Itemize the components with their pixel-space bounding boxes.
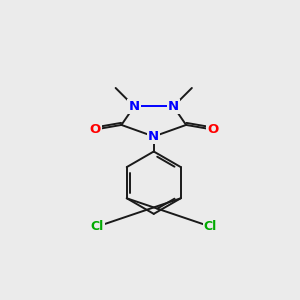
Text: O: O xyxy=(89,123,100,136)
Text: Cl: Cl xyxy=(91,220,104,233)
Text: N: N xyxy=(168,100,179,113)
Text: N: N xyxy=(148,130,159,143)
Text: N: N xyxy=(129,100,140,113)
Text: Cl: Cl xyxy=(204,220,217,233)
Text: O: O xyxy=(207,123,218,136)
